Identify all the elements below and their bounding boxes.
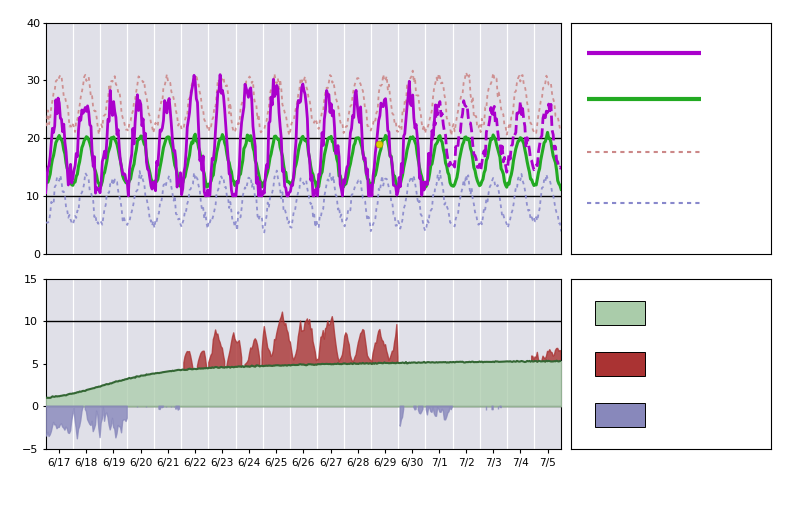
- Bar: [595, 301, 645, 324]
- Bar: [595, 403, 645, 426]
- Bar: [595, 352, 645, 376]
